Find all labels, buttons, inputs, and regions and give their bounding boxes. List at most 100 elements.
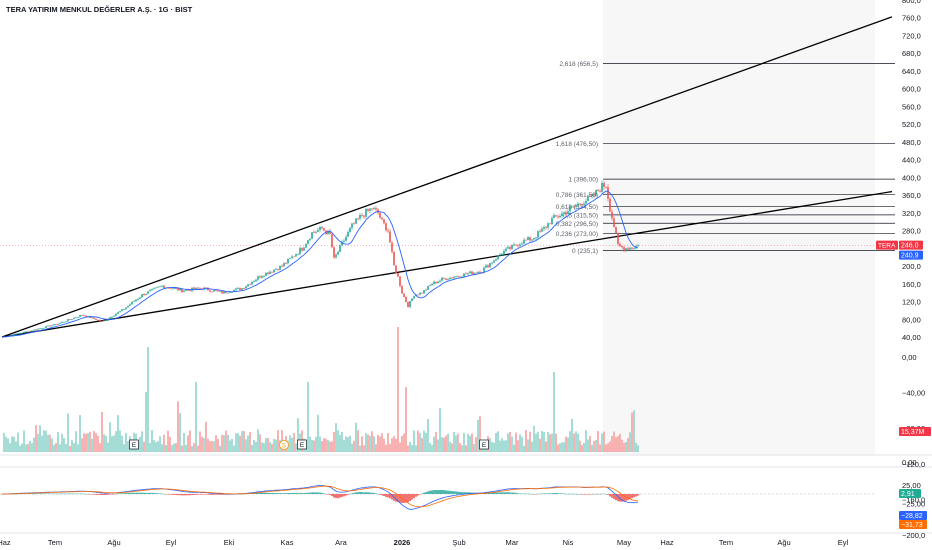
price-candle (159, 286, 161, 288)
price-candle (519, 244, 521, 247)
price-candle (399, 276, 401, 287)
price-candle (637, 245, 639, 247)
macd-histogram-bar (525, 493, 527, 495)
macd-histogram-bar (371, 492, 373, 494)
volume-bar (39, 425, 41, 452)
macd-histogram-badge-label: 2,91 (901, 491, 915, 498)
macd-histogram-bar (277, 493, 279, 494)
macd-histogram-bar (557, 493, 559, 494)
price-candle (283, 263, 285, 267)
price-candle (199, 288, 201, 290)
macd-histogram-bar (441, 489, 443, 494)
macd-histogram-bar (129, 492, 131, 494)
price-candle (287, 258, 289, 264)
price-candle (431, 284, 433, 286)
macd-histogram-bar (305, 492, 307, 494)
volume-bar (527, 439, 529, 452)
price-candle (359, 215, 361, 219)
price-candle (461, 276, 463, 278)
price-candle (445, 278, 447, 281)
volume-bar (567, 437, 569, 452)
macd-histogram-bar (357, 492, 359, 494)
price-candle (541, 228, 543, 232)
price-candle (47, 325, 49, 327)
macd-histogram-bar (461, 492, 463, 494)
volume-bar (507, 433, 509, 452)
volume-bar (7, 438, 9, 452)
macd-histogram-bar (491, 492, 493, 494)
volume-bar (355, 422, 357, 452)
macd-histogram-bar (285, 493, 287, 494)
volume-bar (255, 441, 257, 452)
price-candle (151, 288, 153, 291)
price-candle (407, 302, 409, 308)
macd-histogram-bar (257, 492, 259, 494)
price-candle (51, 325, 53, 327)
macd-histogram-bar (107, 494, 109, 495)
volume-bar (219, 445, 221, 452)
volume-bar (13, 436, 15, 452)
volume-bar (575, 431, 577, 452)
volume-bar (291, 437, 293, 452)
price-candle (327, 230, 329, 235)
price-candle (601, 182, 603, 192)
macd-histogram-bar (583, 494, 585, 495)
volume-bar (99, 443, 101, 452)
volume-bar (65, 443, 67, 452)
price-candle (371, 208, 373, 210)
macd-histogram-bar (211, 494, 213, 495)
macd-histogram-bar (253, 493, 255, 494)
volume-bar (93, 431, 95, 452)
price-candle (117, 312, 119, 314)
volume-bar (389, 443, 391, 452)
price-candle (499, 254, 501, 256)
volume-bar (225, 430, 227, 452)
volume-bar (123, 444, 125, 452)
volume-bar (97, 435, 99, 452)
volume-bar (43, 430, 45, 452)
price-candle (447, 279, 449, 281)
volume-bar (421, 438, 423, 452)
price-candle (135, 299, 137, 302)
macd-histogram-bar (321, 492, 323, 494)
macd-histogram-bar (133, 492, 135, 494)
price-candle (489, 263, 491, 268)
volume-bar (175, 442, 177, 452)
price-candle (333, 247, 335, 258)
macd-histogram-bar (89, 494, 91, 495)
volume-badge-label: 15,37M (901, 429, 925, 436)
macd-histogram-bar (399, 494, 401, 503)
volume-bar (451, 443, 453, 452)
volume-bar (473, 444, 475, 452)
fib-level-label: 0,382 (296,50) (556, 221, 598, 228)
volume-bar (77, 444, 79, 452)
macd-histogram-bar (57, 493, 59, 495)
price-candle (363, 215, 365, 217)
macd-histogram-bar (269, 492, 271, 494)
volume-bar (103, 434, 105, 452)
price-candle (485, 265, 487, 268)
macd-histogram-bar (101, 494, 103, 496)
volume-bar (181, 445, 183, 452)
macd-histogram-bar (187, 494, 189, 496)
price-candle (21, 332, 23, 334)
volume-bar (29, 440, 31, 452)
price-candle (183, 290, 185, 293)
volume-bar (47, 434, 49, 452)
price-candle (141, 294, 143, 298)
volume-bar (267, 437, 269, 452)
price-candle (187, 289, 189, 291)
macd-histogram-bar (161, 493, 163, 495)
price-axis-tick: 400,0 (902, 173, 921, 182)
signal-line (2, 485, 639, 508)
volume-bar (383, 438, 385, 452)
price-axis-tick: 800,0 (902, 0, 921, 5)
price-axis-tick: 640,0 (902, 67, 921, 76)
macd-histogram-bar (51, 493, 53, 495)
price-candle (243, 288, 245, 290)
macd-histogram-bar (137, 492, 139, 494)
price-candle (249, 284, 251, 286)
macd-histogram-bar (197, 494, 199, 495)
event-label: S (282, 443, 287, 450)
